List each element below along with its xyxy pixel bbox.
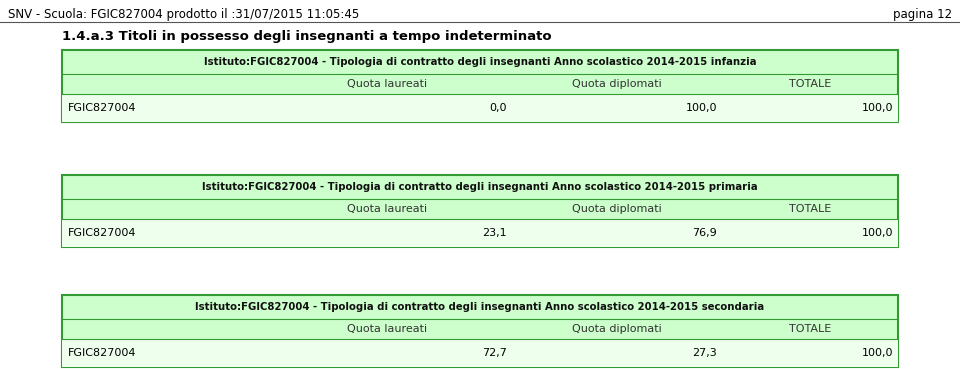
Text: Quota laureati: Quota laureati [347,79,427,89]
Text: 1.4.a.3 Titoli in possesso degli insegnanti a tempo indeterminato: 1.4.a.3 Titoli in possesso degli insegna… [62,30,552,43]
Text: TOTALE: TOTALE [789,204,831,214]
Text: SNV - Scuola: FGIC827004 prodotto il :31/07/2015 11:05:45: SNV - Scuola: FGIC827004 prodotto il :31… [8,8,359,21]
Text: TOTALE: TOTALE [789,324,831,334]
Text: 100,0: 100,0 [861,348,893,358]
Text: 23,1: 23,1 [482,228,507,238]
Text: 100,0: 100,0 [861,103,893,113]
Text: Quota laureati: Quota laureati [347,204,427,214]
Text: 72,7: 72,7 [482,348,507,358]
Text: Quota laureati: Quota laureati [347,324,427,334]
Text: Quota diplomati: Quota diplomati [572,79,661,89]
Bar [62,219,898,247]
Bar [62,175,898,247]
Text: FGIC827004: FGIC827004 [68,103,136,113]
Bar [62,295,898,367]
Text: 27,3: 27,3 [692,348,717,358]
Text: Quota diplomati: Quota diplomati [572,324,661,334]
Text: pagina 12: pagina 12 [893,8,952,21]
Bar [62,339,898,367]
Bar [62,94,898,122]
Text: TOTALE: TOTALE [789,79,831,89]
Text: 100,0: 100,0 [685,103,717,113]
Text: 76,9: 76,9 [692,228,717,238]
Text: FGIC827004: FGIC827004 [68,228,136,238]
Bar [62,50,898,122]
Text: Istituto:FGIC827004 - Tipologia di contratto degli insegnanti Anno scolastico 20: Istituto:FGIC827004 - Tipologia di contr… [204,57,756,67]
Text: Istituto:FGIC827004 - Tipologia di contratto degli insegnanti Anno scolastico 20: Istituto:FGIC827004 - Tipologia di contr… [196,302,764,312]
Text: 100,0: 100,0 [861,228,893,238]
Text: Quota diplomati: Quota diplomati [572,204,661,214]
Text: FGIC827004: FGIC827004 [68,348,136,358]
Text: Istituto:FGIC827004 - Tipologia di contratto degli insegnanti Anno scolastico 20: Istituto:FGIC827004 - Tipologia di contr… [203,182,757,192]
Text: 0,0: 0,0 [490,103,507,113]
